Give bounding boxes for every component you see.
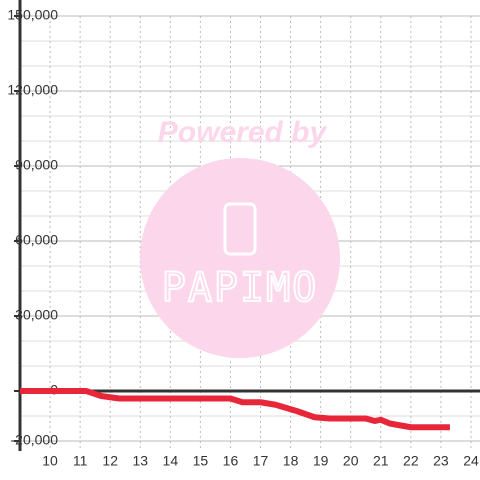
y-tick-label: 120,000 [7, 82, 58, 98]
y-tick-label: 150,000 [7, 7, 58, 23]
x-tick-label: 22 [403, 453, 419, 469]
y-tick-label: 90,000 [15, 157, 58, 173]
x-tick-label: 13 [132, 453, 148, 469]
x-tick-label: 16 [223, 453, 239, 469]
x-tick-label: 12 [102, 453, 118, 469]
watermark-brand: PAPIMO [162, 265, 319, 311]
x-tick-label: 23 [433, 453, 449, 469]
x-tick-label: 20 [343, 453, 359, 469]
x-tick-label: 10 [42, 453, 58, 469]
watermark-title: Powered by [158, 116, 328, 149]
y-tick-label: 60,000 [15, 232, 58, 248]
x-tick-label: 14 [163, 453, 179, 469]
y-tick-label: 30,000 [15, 307, 58, 323]
watermark: Powered by PAPIMO [140, 116, 340, 358]
x-tick-label: 24 [463, 453, 479, 469]
y-tick-label: -20,000 [11, 432, 59, 448]
watermark-phone [223, 202, 257, 256]
x-tick-label: 11 [73, 453, 88, 469]
watermark-circle [140, 158, 340, 358]
x-tick-label: 21 [373, 453, 389, 469]
x-tick-label: 15 [193, 453, 209, 469]
x-tick-label: 19 [313, 453, 329, 469]
x-tick-label: 17 [253, 453, 269, 469]
line [20, 388, 450, 431]
x-tick-label: 18 [283, 453, 299, 469]
